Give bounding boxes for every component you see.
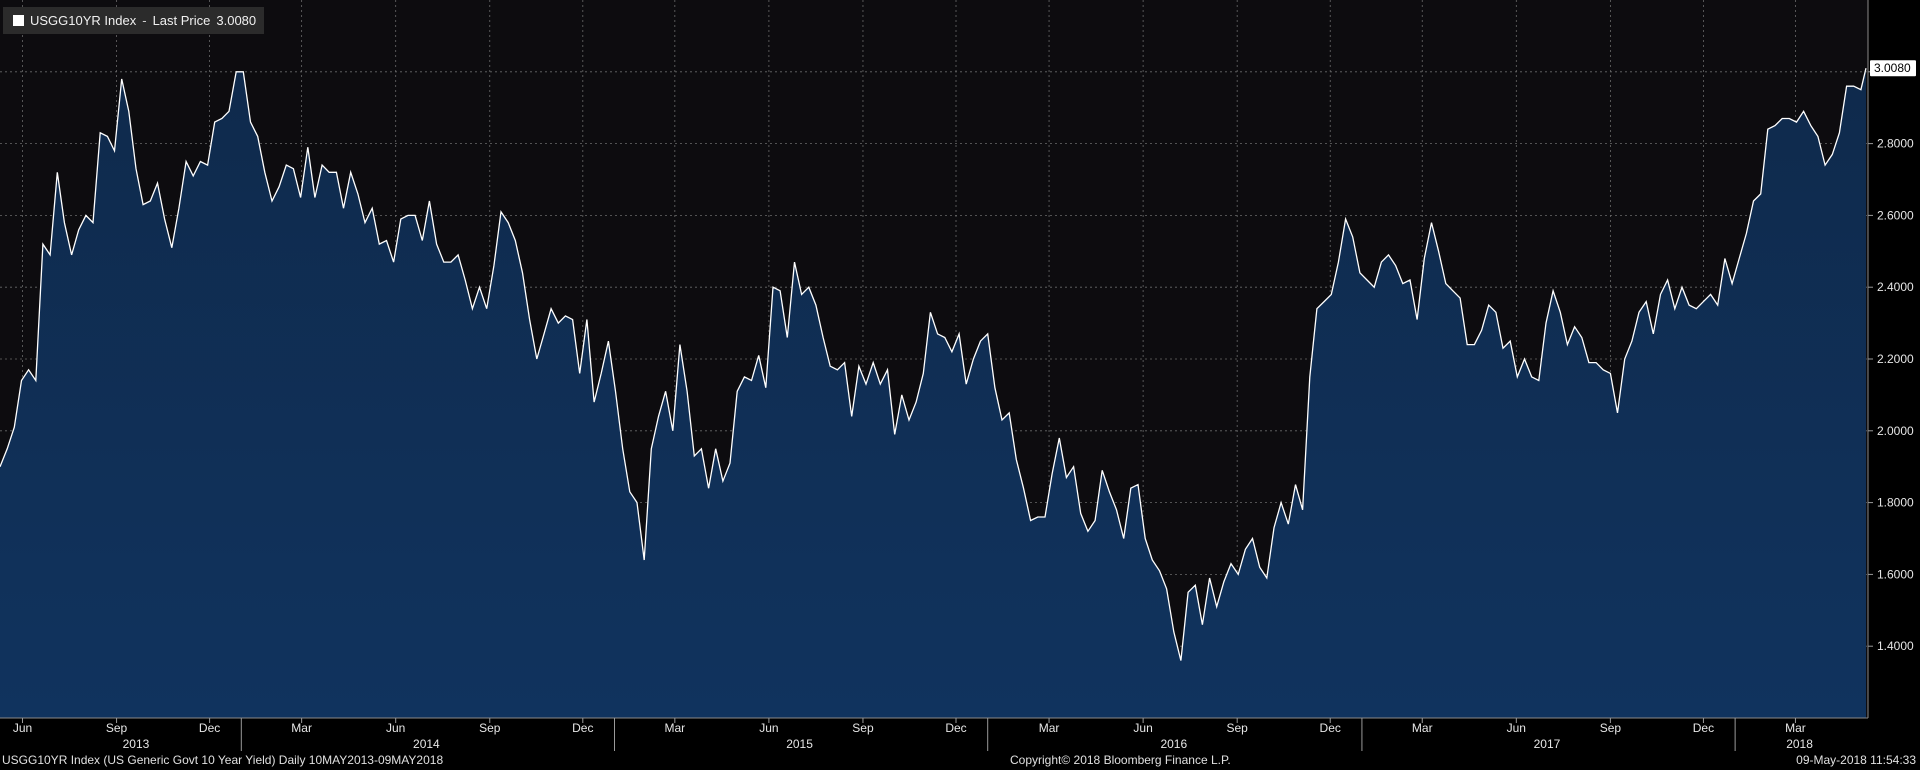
x-tick-label: Dec	[1320, 721, 1341, 735]
x-tick-label: Dec	[572, 721, 593, 735]
footer-copyright: Copyright© 2018 Bloomberg Finance L.P.	[1010, 753, 1231, 767]
legend-separator: -	[142, 13, 147, 28]
year-label: 2016	[1160, 737, 1187, 751]
y-tick-label: 2.2000	[1877, 352, 1914, 366]
x-tick-label: Dec	[1693, 721, 1714, 735]
x-tick-label: Sep	[852, 721, 874, 735]
year-label: 2013	[123, 737, 150, 751]
x-tick-label: Jun	[13, 721, 32, 735]
x-tick-label: Jun	[386, 721, 405, 735]
footer-security-description: USGG10YR Index (US Generic Govt 10 Year …	[2, 753, 444, 767]
x-tick-label: Jun	[1133, 721, 1152, 735]
x-tick-label: Dec	[945, 721, 966, 735]
y-tick-label: 2.8000	[1877, 137, 1914, 151]
legend-last-price-label: Last Price	[152, 13, 211, 28]
year-label: 2018	[1786, 737, 1813, 751]
y-tick-label: 2.0000	[1877, 424, 1914, 438]
yield-series-line	[0, 68, 1867, 661]
x-tick-label: Mar	[291, 721, 312, 735]
x-tick-label: Dec	[199, 721, 220, 735]
legend-series-label: USGG10YR Index	[30, 13, 137, 28]
y-tick-label: 2.4000	[1877, 280, 1914, 294]
last-value-label: 3.0080	[1874, 61, 1911, 75]
year-label: 2015	[786, 737, 813, 751]
year-label: 2017	[1534, 737, 1561, 751]
x-tick-label: Jun	[1507, 721, 1526, 735]
y-tick-label: 1.4000	[1877, 639, 1914, 653]
x-tick-label: Sep	[1600, 721, 1622, 735]
legend-last-price-value: 3.0080	[216, 13, 257, 28]
x-tick-label: Sep	[106, 721, 128, 735]
x-tick-label: Mar	[664, 721, 685, 735]
footer-timestamp: 09-May-2018 11:54:33	[1796, 753, 1916, 767]
x-axis-ticks: Jun Sep Dec Mar Jun Sep Dec Mar Jun Sep Dec Mar Jun S…	[13, 718, 1813, 751]
yield-area-fill	[0, 68, 1866, 718]
x-tick-label: Sep	[479, 721, 501, 735]
right-axis-strip	[1868, 0, 1920, 718]
x-tick-label: Mar	[1039, 721, 1060, 735]
year-label: 2014	[413, 737, 440, 751]
x-tick-label: Sep	[1227, 721, 1249, 735]
legend-swatch-icon	[13, 15, 24, 26]
x-tick-label: Mar	[1785, 721, 1806, 735]
y-tick-label: 1.6000	[1877, 567, 1914, 581]
y-tick-label: 1.8000	[1877, 496, 1914, 510]
last-value-tag: 3.0080	[1870, 60, 1916, 77]
y-tick-label: 2.6000	[1877, 208, 1914, 222]
x-tick-label: Jun	[759, 721, 778, 735]
series-legend[interactable]: USGG10YR Index - Last Price 3.0080	[3, 7, 265, 34]
x-tick-label: Mar	[1412, 721, 1433, 735]
